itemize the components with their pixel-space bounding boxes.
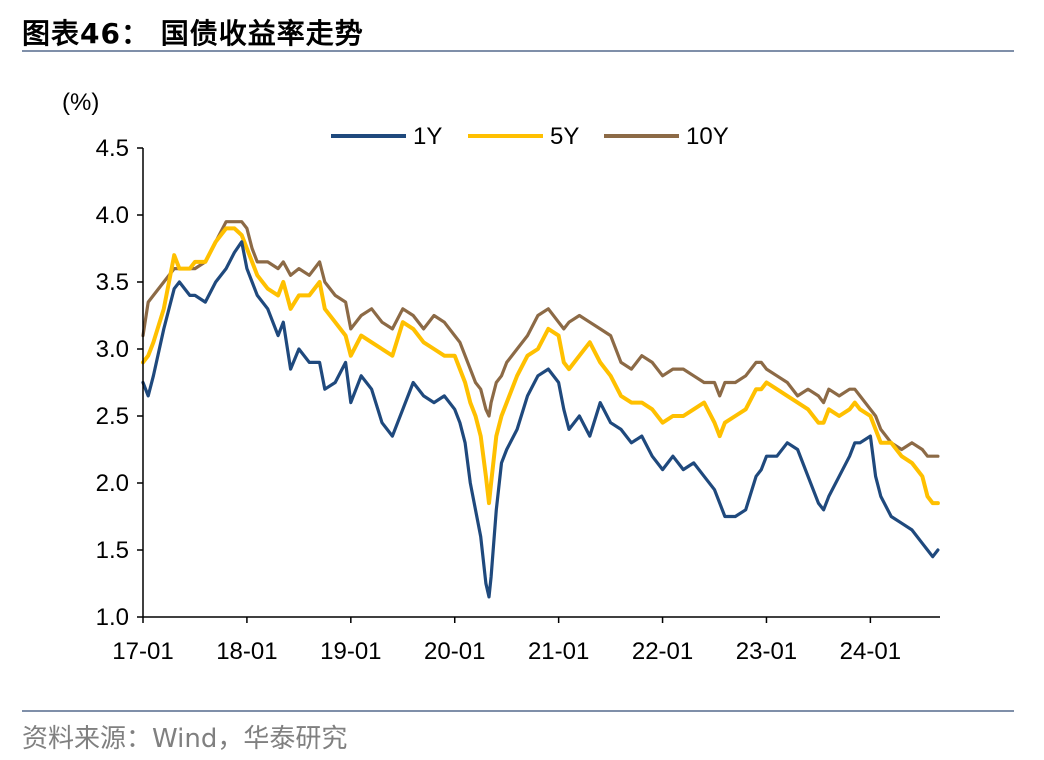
legend-label-10y: 10Y: [686, 123, 729, 150]
bottom-divider: [22, 710, 1014, 712]
legend-label-1y: 1Y: [413, 123, 442, 150]
series-line-5y: [141, 226, 940, 506]
x-tick-label: 22-01: [632, 638, 693, 665]
x-tick-label: 17-01: [112, 638, 173, 665]
chart-title: 图表46： 国债收益率走势: [22, 17, 364, 50]
yield-line-chart: (%) 1Y 5Y 10Y 1.0 1.5 2.0 2.5 3.0 3.5 4.0 4.5 17-0…: [62, 89, 940, 665]
y-tick-label: 1.0: [96, 604, 129, 631]
y-axis-unit-label: (%): [62, 89, 99, 116]
y-tick-label: 2.5: [96, 403, 129, 430]
series-layer: [141, 220, 940, 599]
legend-label-5y: 5Y: [550, 123, 579, 150]
y-tick-label: 2.0: [96, 470, 129, 497]
series-line-10y: [141, 220, 940, 458]
y-tick-label: 4.0: [96, 202, 129, 229]
source-note: 资料来源：Wind，华泰研究: [22, 724, 348, 754]
x-tick-label: 23-01: [736, 638, 797, 665]
x-tick-label: 18-01: [216, 638, 277, 665]
y-tick-label: 3.0: [96, 336, 129, 363]
x-tick-label: 21-01: [528, 638, 589, 665]
x-tick-label: 24-01: [840, 638, 901, 665]
chart-legend: 1Y 5Y 10Y: [331, 123, 729, 150]
top-divider: [22, 50, 1014, 52]
x-tick-label: 19-01: [320, 638, 381, 665]
y-tick-label: 4.5: [96, 135, 129, 162]
axes-layer: 1.0 1.5 2.0 2.5 3.0 3.5 4.0 4.5 17-01 18-01 19-01 2…: [96, 135, 940, 665]
x-tick-label: 20-01: [424, 638, 485, 665]
y-tick-label: 1.5: [96, 537, 129, 564]
y-tick-label: 3.5: [96, 269, 129, 296]
series-line-1y: [141, 240, 940, 599]
